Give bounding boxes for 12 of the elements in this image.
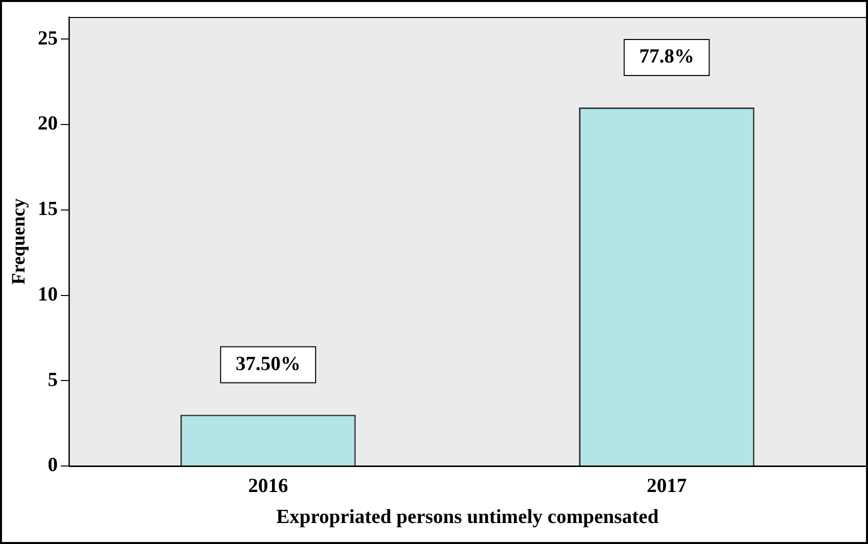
y-tick-label: 25 (38, 27, 58, 50)
y-axis-title: Frequency (8, 198, 30, 285)
y-tick-label: 10 (38, 283, 58, 306)
x-tick-label: 2016 (248, 475, 288, 498)
annotation: 77.8% (639, 46, 694, 68)
y-tick-label: 20 (38, 112, 58, 135)
x-tick-label: 2017 (646, 475, 687, 498)
y-tick-label: 0 (48, 454, 58, 476)
x-axis-title: Expropriated persons untimely compensated (276, 506, 659, 528)
y-tick-label: 5 (48, 368, 58, 391)
annotation: 37.50% (236, 352, 301, 375)
y-tick-label: 15 (38, 198, 58, 220)
